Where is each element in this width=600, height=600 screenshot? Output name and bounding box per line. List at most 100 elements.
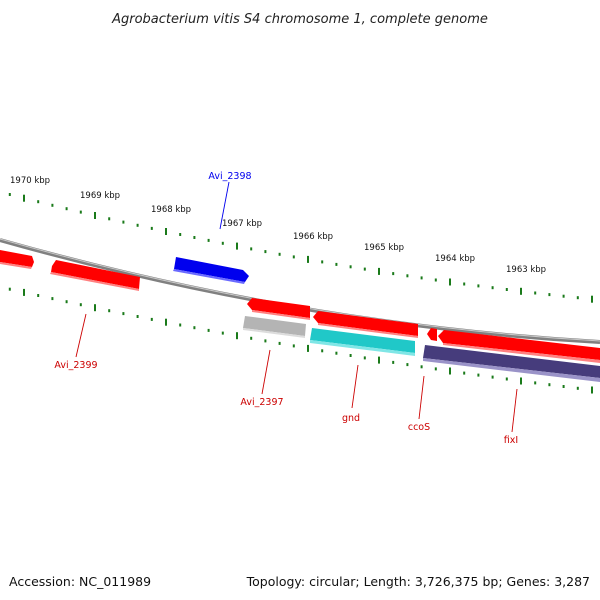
- minor-tick: [562, 385, 565, 388]
- minor-tick: [434, 278, 437, 282]
- gene-arrow-fixi[interactable]: [423, 345, 600, 378]
- minor-tick: [491, 375, 494, 379]
- minor-tick: [562, 294, 565, 298]
- minor-tick: [79, 210, 82, 214]
- minor-tick: [420, 276, 423, 280]
- minor-tick: [79, 303, 82, 307]
- minor-tick: [37, 200, 40, 204]
- minor-tick: [37, 294, 40, 297]
- minor-tick: [250, 247, 253, 251]
- minor-tick: [278, 341, 281, 345]
- minor-tick: [349, 354, 352, 357]
- minor-tick: [463, 282, 466, 286]
- reverse-strand-features: [243, 298, 600, 382]
- minor-tick: [548, 383, 551, 387]
- minor-tick: [65, 300, 68, 304]
- gene-arrow-gnd-shade[interactable]: [310, 340, 415, 356]
- gene-label-gnd[interactable]: gnd: [342, 413, 360, 424]
- minor-tick: [420, 365, 423, 369]
- kbp-label: 1969 kbp: [80, 191, 120, 201]
- minor-tick: [108, 309, 111, 313]
- minor-tick: [221, 241, 224, 245]
- kbp-label: 1970 kbp: [10, 176, 50, 186]
- minor-tick: [8, 193, 11, 196]
- minor-tick: [349, 265, 352, 269]
- gene-arrow[interactable]: [247, 298, 310, 318]
- major-tick: [449, 278, 451, 286]
- gene-arrow-avi-2398[interactable]: [174, 257, 249, 282]
- scale-labels: 1970 kbp 1969 kbp 1968 kbp 1967 kbp 1966…: [10, 176, 546, 275]
- minor-tick: [406, 274, 409, 278]
- accession-text: Accession: NC_011989: [9, 574, 151, 589]
- major-tick: [378, 267, 380, 275]
- gene-arrow-gnd[interactable]: [310, 328, 415, 353]
- gene-arrow-gnd-upper[interactable]: [313, 311, 418, 336]
- gene-label-avi-2399[interactable]: Avi_2399: [54, 360, 97, 371]
- leader-avi-2398: [219, 181, 230, 230]
- minor-tick: [505, 288, 508, 291]
- major-tick: [236, 242, 238, 250]
- minor-tick: [193, 326, 196, 330]
- gene-arrow[interactable]: [0, 262, 32, 269]
- major-tick: [236, 332, 238, 340]
- leader-avi-2397: [261, 349, 271, 395]
- minor-tick: [321, 260, 324, 264]
- major-tick: [165, 228, 167, 235]
- major-tick: [520, 377, 522, 385]
- minor-tick: [392, 272, 395, 276]
- gene-arrow-fixi-upper-shade[interactable]: [443, 343, 600, 363]
- minor-tick: [477, 284, 480, 288]
- forward-strand-features: [0, 250, 249, 291]
- minor-tick: [548, 293, 551, 297]
- minor-tick: [534, 291, 537, 295]
- kbp-label: 1968 kbp: [151, 205, 191, 215]
- minor-tick: [108, 217, 111, 221]
- minor-tick: [179, 323, 182, 327]
- gene-label-avi-2398[interactable]: Avi_2398: [208, 171, 251, 182]
- gene-arrow-gnd-upper-shade[interactable]: [318, 323, 418, 338]
- gene-label-ccos[interactable]: ccoS: [408, 422, 430, 433]
- leader-ccos: [418, 375, 425, 420]
- gene-arrow-avi-2397-shade[interactable]: [243, 328, 305, 338]
- gene-arrow-avi-2398-shade[interactable]: [173, 269, 245, 284]
- minor-tick: [363, 267, 366, 271]
- gene-arrow-fixi-shade[interactable]: [423, 358, 600, 382]
- minor-tick: [335, 262, 338, 266]
- major-tick: [94, 304, 96, 312]
- major-tick: [165, 318, 167, 326]
- minor-tick: [292, 255, 295, 259]
- minor-tick: [179, 233, 182, 236]
- major-tick: [23, 288, 25, 296]
- minor-tick: [122, 312, 125, 316]
- genome-summary-text: Topology: circular; Length: 3,726,375 bp…: [246, 574, 590, 589]
- gene-arrow-avi-2399-shade[interactable]: [50, 272, 139, 291]
- minor-tick: [363, 356, 366, 360]
- leader-fixi: [511, 388, 518, 433]
- minor-tick: [463, 371, 466, 375]
- minor-tick: [406, 363, 409, 367]
- gene-label-fixi[interactable]: fixI: [504, 435, 518, 446]
- major-tick: [449, 367, 451, 375]
- major-tick: [94, 212, 96, 219]
- major-tick: [591, 386, 593, 394]
- minor-tick: [65, 207, 68, 211]
- minor-tick: [392, 360, 395, 364]
- gene-arrow-avi-2397[interactable]: [243, 316, 306, 336]
- minor-tick: [534, 381, 537, 385]
- gene-arrow[interactable]: [0, 250, 34, 267]
- minor-tick: [150, 317, 153, 321]
- gene-arrow[interactable]: [252, 310, 310, 320]
- kbp-label: 1967 kbp: [222, 219, 262, 229]
- gene-arrow-ccos[interactable]: [427, 328, 437, 341]
- gene-arrow-fixi-upper[interactable]: [438, 330, 600, 360]
- gene-label-avi-2397[interactable]: Avi_2397: [240, 397, 283, 408]
- minor-tick: [221, 331, 224, 335]
- leader-avi-2399: [75, 313, 87, 358]
- minor-tick: [122, 220, 125, 224]
- gene-arrow-avi-2399[interactable]: [51, 260, 140, 289]
- minor-tick: [278, 252, 281, 256]
- leader-gnd: [351, 364, 359, 409]
- major-tick: [307, 255, 309, 263]
- minor-tick: [136, 223, 139, 227]
